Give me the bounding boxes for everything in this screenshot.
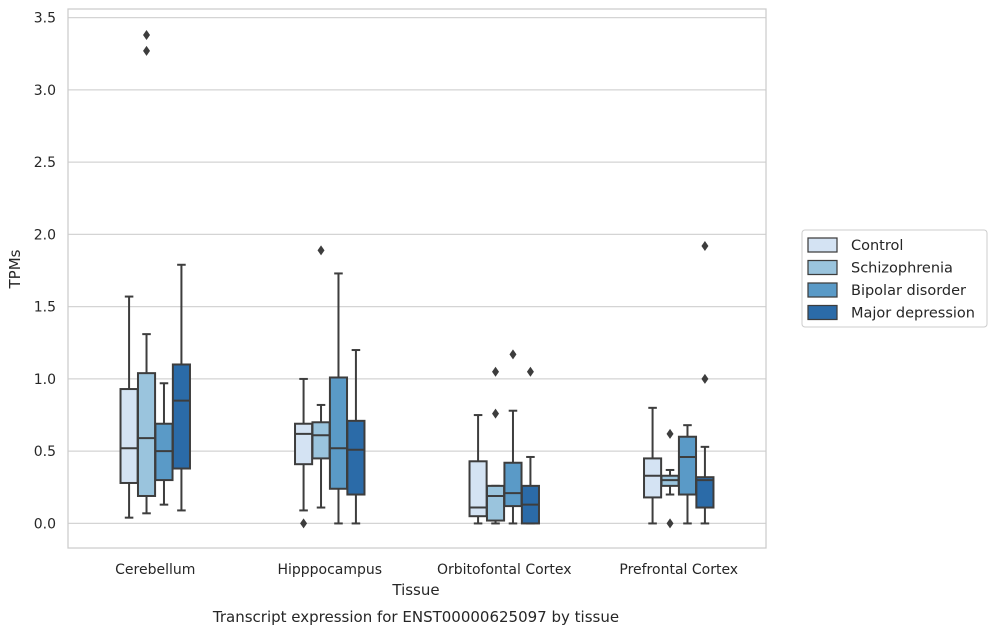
legend-swatch bbox=[807, 237, 838, 253]
outlier-point bbox=[526, 366, 534, 377]
box-iqr bbox=[136, 372, 157, 497]
legend-item: Control bbox=[807, 237, 903, 254]
box bbox=[503, 349, 523, 525]
outlier-point bbox=[666, 428, 674, 439]
legend-swatch bbox=[807, 259, 838, 276]
legend-item: Bipolar disorder bbox=[807, 282, 966, 299]
box-iqr bbox=[503, 461, 523, 508]
box-iqr bbox=[346, 419, 366, 496]
y-tick-label: 3.5 bbox=[34, 11, 56, 27]
box bbox=[311, 245, 331, 509]
box-iqr bbox=[119, 388, 139, 484]
box-iqr bbox=[171, 363, 191, 470]
outlier-point bbox=[492, 366, 500, 377]
y-tick-label: 2.0 bbox=[34, 227, 56, 243]
box bbox=[119, 295, 139, 519]
box bbox=[346, 349, 366, 525]
outlier-point bbox=[143, 45, 151, 56]
x-tick-label: Prefrontal Cortex bbox=[619, 562, 738, 578]
y-tick-label: 0.5 bbox=[34, 444, 56, 460]
x-tick-label: Hipppocampus bbox=[277, 562, 382, 578]
outlier-point bbox=[143, 30, 151, 41]
box-iqr bbox=[485, 484, 506, 522]
box-iqr bbox=[677, 435, 698, 496]
x-axis-label: Tissue bbox=[391, 581, 439, 599]
box-iqr bbox=[328, 376, 349, 490]
legend-label: Major depression bbox=[851, 306, 975, 322]
plot-frame bbox=[67, 8, 767, 549]
box-iqr bbox=[311, 421, 331, 460]
box bbox=[171, 263, 191, 512]
box-iqr bbox=[695, 476, 715, 509]
outlier-point bbox=[317, 245, 325, 256]
outlier-point bbox=[701, 373, 709, 384]
legend-label: Bipolar disorder bbox=[851, 283, 966, 299]
box-iqr bbox=[643, 457, 663, 499]
legend-swatch bbox=[807, 304, 838, 321]
outlier-point bbox=[300, 518, 308, 529]
box bbox=[643, 406, 663, 525]
y-tick-labels: 0.0 0.5 1.0 1.5 2.0 2.5 3.0 3.5 bbox=[34, 11, 56, 533]
outlier-point bbox=[701, 240, 709, 251]
legend: Control Schizophrenia Bipolar disorder Majo… bbox=[801, 229, 988, 328]
box bbox=[485, 366, 506, 525]
y-tick-label: 1.0 bbox=[34, 372, 56, 388]
legend-label: Control bbox=[851, 238, 903, 254]
box bbox=[695, 240, 715, 525]
box bbox=[136, 30, 157, 515]
legend-item: Schizophrenia bbox=[807, 259, 953, 277]
outlier-point bbox=[492, 408, 500, 419]
box-iqr bbox=[294, 422, 314, 466]
legend-item: Major depression bbox=[807, 304, 975, 322]
box-plots bbox=[119, 30, 715, 529]
box bbox=[328, 272, 349, 525]
y-tick-label: 1.5 bbox=[34, 300, 56, 316]
x-tick-label: Orbitofontal Cortex bbox=[437, 562, 572, 578]
box bbox=[294, 377, 314, 529]
box bbox=[154, 382, 174, 506]
box bbox=[660, 428, 680, 529]
x-tick-labels: Cerebellum Hipppocampus Orbitofontal Corte… bbox=[115, 562, 738, 578]
y-axis-label: TPMs bbox=[6, 249, 24, 289]
chart-caption: Transcript expression for ENST0000062509… bbox=[212, 608, 619, 626]
box bbox=[468, 414, 488, 525]
y-tick-label: 0.0 bbox=[34, 516, 56, 532]
box bbox=[677, 424, 698, 525]
legend-label: Schizophrenia bbox=[851, 261, 953, 277]
y-tick-label: 2.5 bbox=[34, 155, 56, 171]
legend-frame bbox=[801, 229, 988, 328]
outlier-point bbox=[666, 518, 674, 529]
x-tick-label: Cerebellum bbox=[115, 562, 195, 578]
legend-swatch bbox=[807, 282, 838, 298]
box bbox=[520, 366, 540, 525]
outlier-point bbox=[509, 349, 517, 360]
y-tick-label: 3.0 bbox=[34, 83, 56, 99]
